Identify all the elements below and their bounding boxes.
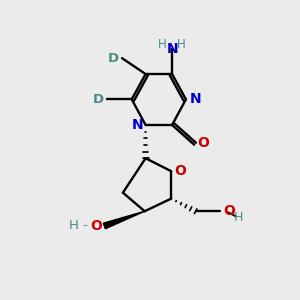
Text: O: O — [90, 219, 102, 233]
Text: O: O — [175, 164, 187, 178]
Text: N: N — [166, 42, 178, 56]
Text: O: O — [224, 204, 236, 218]
Text: H: H — [158, 38, 167, 50]
Text: H: H — [177, 38, 186, 50]
Text: O: O — [198, 136, 210, 150]
Text: D: D — [108, 52, 119, 64]
Text: D: D — [93, 93, 104, 106]
Text: N: N — [190, 92, 201, 106]
Polygon shape — [103, 211, 145, 229]
Text: H: H — [234, 211, 243, 224]
Text: N: N — [132, 118, 143, 132]
Text: H -: H - — [69, 220, 88, 232]
